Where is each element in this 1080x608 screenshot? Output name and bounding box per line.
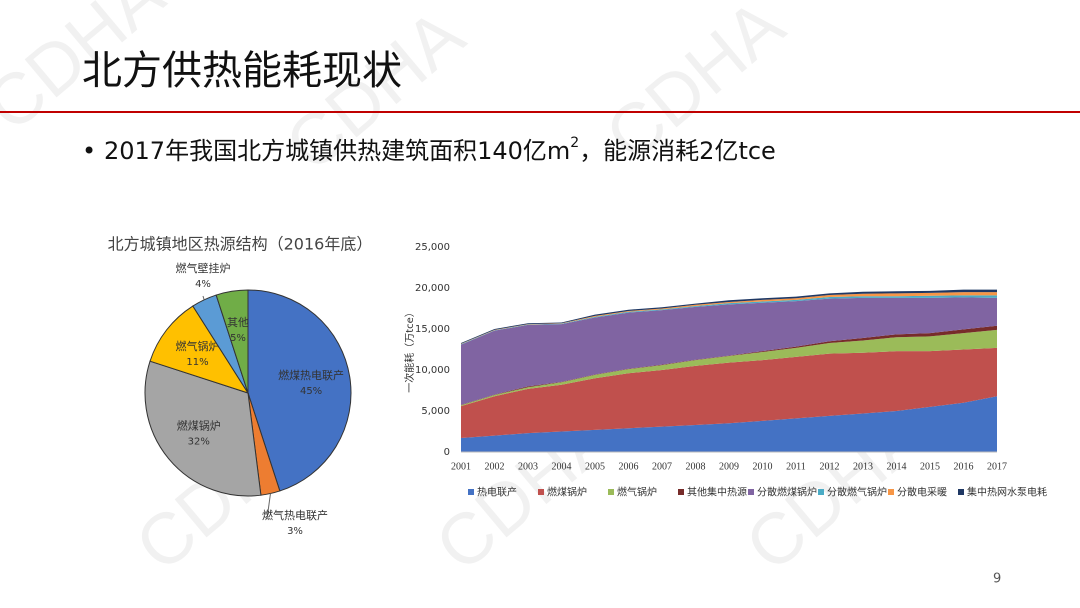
- pie-value: 4%: [195, 279, 211, 290]
- x-tick-label: 2017: [987, 461, 1007, 472]
- x-tick-label: 2011: [786, 461, 806, 472]
- leader-line: [266, 493, 271, 519]
- area-series: [461, 347, 997, 439]
- legend-swatch: [678, 489, 684, 495]
- area-series: [461, 329, 997, 407]
- legend-swatch: [608, 489, 614, 495]
- slide-title: 北方供热能耗现状: [82, 48, 402, 94]
- bullet-text: 2017年我国北方城镇供热建筑面积140亿m2，能源消耗2亿tce: [104, 135, 776, 165]
- pie-label: 燃气热电联产: [262, 508, 328, 522]
- pie-label: 燃气壁挂炉: [176, 261, 231, 275]
- y-tick-label: 25,000: [415, 242, 450, 253]
- y-tick-label: 0: [444, 447, 450, 458]
- x-tick-label: 2016: [954, 461, 974, 472]
- bullet: •: [82, 137, 96, 165]
- area-series: [461, 289, 997, 344]
- legend-swatch: [538, 489, 544, 495]
- area-series: [461, 325, 997, 406]
- x-tick-label: 2003: [518, 461, 538, 472]
- legend-label: 其他集中热源: [687, 485, 747, 498]
- pie-value: 32%: [188, 437, 210, 448]
- x-tick-label: 2013: [853, 461, 873, 472]
- pie-label: 燃煤热电联产: [278, 368, 344, 382]
- legend-swatch: [748, 489, 754, 495]
- bullet-sup: 2: [570, 135, 579, 151]
- area-chart: 0 5,000 10,000 15,000 20,000 25,000 一次能耗（万tce）…: [403, 242, 1047, 498]
- legend-swatch: [818, 489, 824, 495]
- page-number: 9: [993, 572, 1001, 587]
- legend-label: 热电联产: [477, 485, 517, 498]
- y-tick-label: 15,000: [415, 324, 450, 335]
- x-tick-label: 2014: [887, 461, 907, 472]
- pie-label: 燃煤锅炉: [177, 419, 221, 433]
- area-series: [461, 292, 997, 345]
- area-series: [461, 396, 997, 452]
- pie-value: 11%: [186, 357, 208, 368]
- x-tick-label: 2002: [485, 461, 505, 472]
- pie-slice: [215, 289, 249, 394]
- x-tick-label: 2010: [753, 461, 773, 472]
- pie-value: 3%: [287, 526, 303, 537]
- pie-value: 5%: [230, 333, 246, 344]
- legend-label: 燃气锅炉: [617, 485, 657, 498]
- x-tick-label: 2012: [820, 461, 840, 472]
- bullet-tail: ，能源消耗2亿tce: [579, 137, 776, 165]
- x-tick-label: 2007: [652, 461, 672, 472]
- pie-chart: 北方城镇地区热源结构（2016年底） 燃煤热电联产 45% 燃气热电联产 3% 燃煤锅炉 3…: [108, 235, 373, 537]
- legend-label: 集中热网水泵电耗: [967, 485, 1047, 498]
- x-tick-label: 2006: [619, 461, 639, 472]
- y-axis-label: 一次能耗（万tce）: [403, 307, 416, 393]
- legend-swatch: [468, 489, 474, 495]
- legend-label: 分散燃气锅炉: [827, 485, 887, 498]
- legend-label: 分散电采暖: [897, 485, 947, 498]
- x-tick-label: 2001: [451, 461, 471, 472]
- legend-label: 燃煤锅炉: [547, 485, 587, 498]
- bullet-main: 2017年我国北方城镇供热建筑面积140亿m: [104, 137, 570, 165]
- chart-title: 北方城镇地区热源结构（2016年底）: [108, 235, 373, 254]
- y-tick-label: 20,000: [415, 283, 450, 294]
- pie-slice: [247, 289, 352, 492]
- pie-value: 45%: [300, 386, 322, 397]
- y-tick-label: 10,000: [415, 365, 450, 376]
- x-tick-label: 2015: [920, 461, 940, 472]
- y-tick-label: 5,000: [421, 406, 450, 417]
- pie-slice: [149, 305, 250, 394]
- area-series: [461, 297, 997, 405]
- legend-label: 分散燃煤锅炉: [757, 485, 817, 498]
- legend-swatch: [888, 489, 894, 495]
- leader-line: [202, 295, 205, 300]
- legend-swatch: [958, 489, 964, 495]
- x-tick-label: 2005: [585, 461, 605, 472]
- pie-label: 其他: [227, 316, 249, 329]
- x-tick-label: 2008: [686, 461, 706, 472]
- pie-slice: [144, 360, 262, 497]
- x-tick-label: 2009: [719, 461, 739, 472]
- pie-label: 燃气锅炉: [176, 339, 220, 353]
- x-tick-label: 2004: [552, 461, 572, 472]
